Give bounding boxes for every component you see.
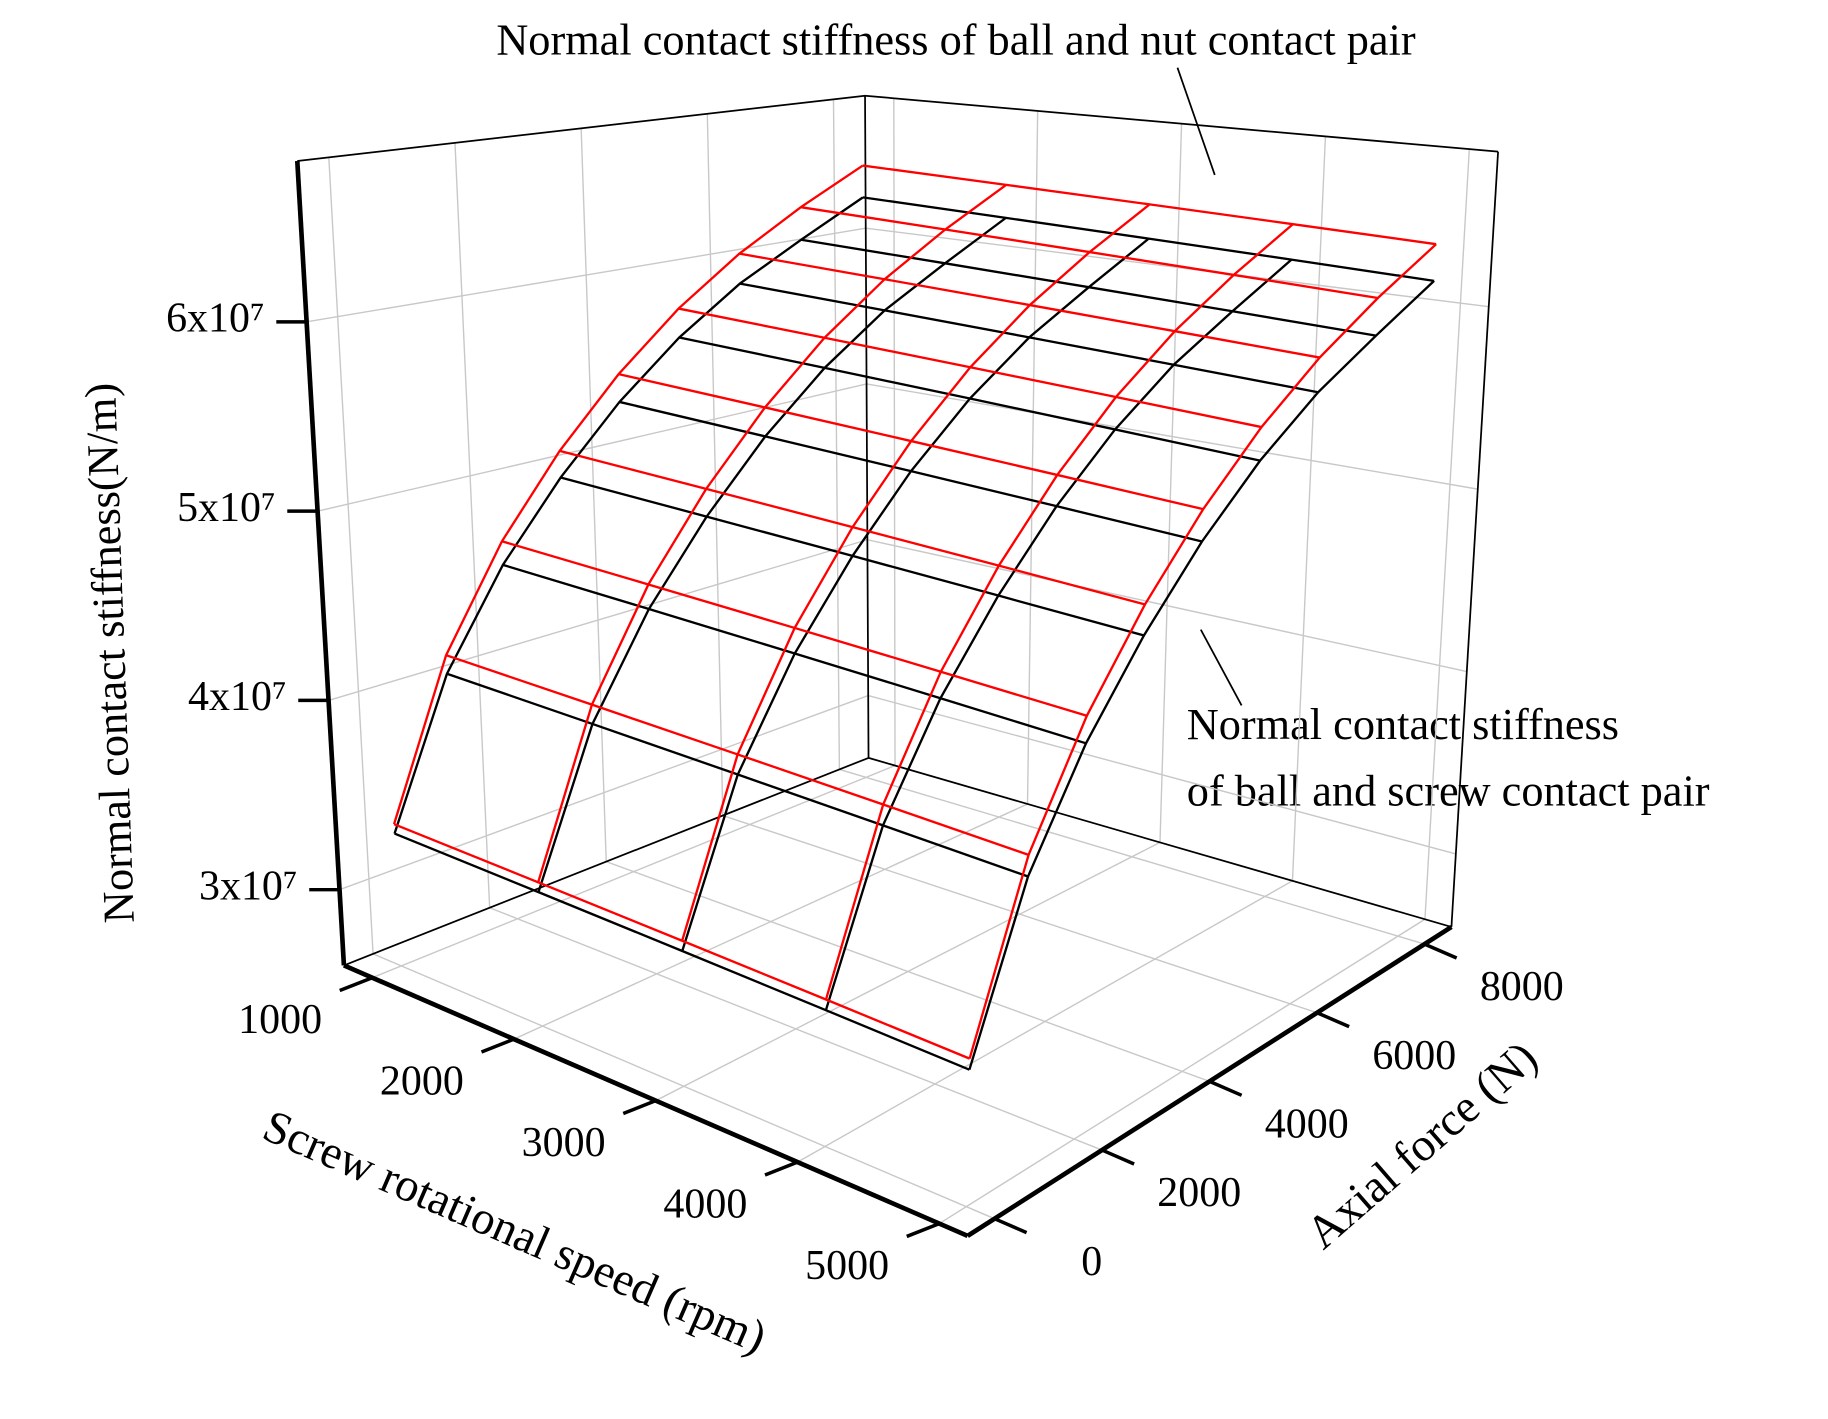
annotation: Normal contact stiffness xyxy=(1187,700,1619,749)
surface-line xyxy=(739,282,1319,394)
box-edge xyxy=(343,757,869,967)
z-tick-label: 6x10⁷ xyxy=(166,295,265,341)
surface-line xyxy=(394,832,970,1071)
y-tick-label: 2000 xyxy=(1157,1170,1241,1216)
surface-line xyxy=(968,280,1435,1071)
z-axis xyxy=(294,160,347,966)
box-edge xyxy=(868,757,1452,928)
leader-line xyxy=(1200,629,1243,706)
surface-line xyxy=(824,258,1293,1011)
tick-mark xyxy=(622,1099,657,1116)
surface-line xyxy=(968,243,1437,1059)
tick-mark xyxy=(1316,1011,1350,1029)
surface-line xyxy=(559,449,1146,606)
tick-mark xyxy=(1101,1148,1135,1166)
grid-line xyxy=(372,953,995,1220)
surface-line xyxy=(445,654,1029,856)
grid-line xyxy=(1026,110,1039,804)
z-axis-title: Normal contact stiffness(N/m) xyxy=(76,382,144,924)
surface-line xyxy=(678,307,1262,429)
z-tick-label: 3x10⁷ xyxy=(199,863,298,909)
grid-line xyxy=(839,768,1425,945)
leader-line xyxy=(1176,67,1216,176)
z-tick-label: 4x10⁷ xyxy=(188,674,287,720)
y-axis xyxy=(966,924,1453,1238)
surface-line xyxy=(800,206,1379,300)
y-tick-label: 8000 xyxy=(1480,964,1564,1010)
grid-line xyxy=(706,113,724,816)
grid-line xyxy=(722,814,1318,1014)
grid-line xyxy=(454,142,491,908)
x-axis-title: Screw rotational speed (rpm) xyxy=(256,1100,774,1364)
grid-line xyxy=(1159,123,1183,843)
y-tick-label: 0 xyxy=(1081,1239,1102,1285)
x-tick-label: 1000 xyxy=(238,997,322,1043)
grid-line xyxy=(1424,149,1470,920)
box-edge xyxy=(864,94,1499,153)
tick-mark xyxy=(1423,942,1458,960)
z-tick-label: 5x10⁷ xyxy=(177,485,276,531)
tick-mark xyxy=(1208,1079,1243,1097)
surface-line xyxy=(393,196,864,834)
surface-line xyxy=(618,372,1204,511)
surface-line xyxy=(502,563,1087,745)
x-tick-label: 5000 xyxy=(805,1243,889,1289)
surface-line xyxy=(619,400,1203,543)
surface-line xyxy=(681,237,1150,952)
tick-mark xyxy=(480,1037,515,1054)
grid-line xyxy=(489,907,1103,1151)
x-tick-label: 2000 xyxy=(380,1059,464,1105)
annotation: Normal contact stiffness of ball and nut… xyxy=(496,16,1416,65)
grid-line xyxy=(580,128,607,862)
box-edge xyxy=(1450,151,1499,927)
surface-line xyxy=(393,823,971,1060)
x-tick-label: 4000 xyxy=(663,1182,747,1228)
grid-line xyxy=(832,99,841,770)
grid-line xyxy=(328,157,374,954)
tick-mark xyxy=(764,1160,799,1177)
grid-line xyxy=(1291,136,1327,881)
surface-line xyxy=(560,476,1145,637)
tick-mark xyxy=(993,1217,1028,1235)
surface-line xyxy=(501,540,1088,717)
grid-line xyxy=(893,98,896,766)
tick-mark xyxy=(339,976,373,993)
x-tick-label: 3000 xyxy=(522,1120,606,1166)
x-axis xyxy=(342,963,969,1239)
annotation: of ball and screw contact pair xyxy=(1187,766,1710,815)
surface-line xyxy=(862,196,1435,283)
surface-line xyxy=(801,238,1377,337)
tick-mark xyxy=(906,1221,940,1239)
surface-line xyxy=(446,672,1029,878)
y-tick-label: 4000 xyxy=(1265,1101,1349,1147)
box-edge xyxy=(297,94,866,162)
grid-line xyxy=(605,860,1210,1083)
surface-line xyxy=(862,164,1437,246)
box-edge xyxy=(864,95,870,758)
surface-line xyxy=(739,252,1320,359)
y-tick-label: 6000 xyxy=(1372,1033,1456,1079)
surface-line xyxy=(679,336,1261,462)
